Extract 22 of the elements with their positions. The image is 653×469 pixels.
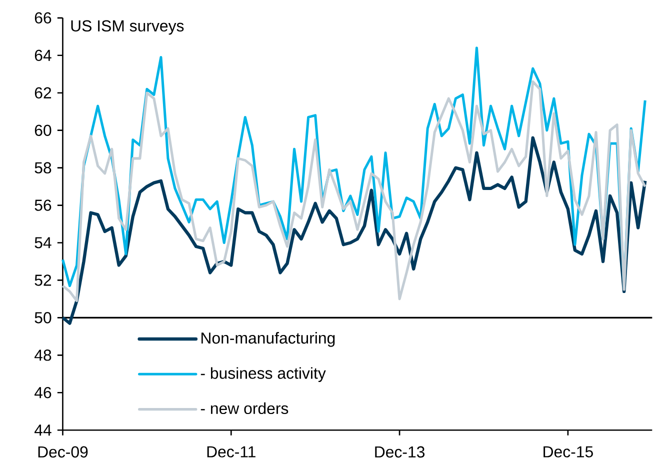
y-tick-label: 60	[34, 124, 52, 136]
legend-label: - business activity	[200, 367, 326, 382]
y-tick-label: 64	[34, 50, 52, 62]
y-tick-label: 52	[34, 274, 52, 286]
line-series	[61, 136, 647, 325]
chart-title: US ISM surveys	[71, 20, 184, 35]
legend-label: - new orders	[200, 402, 288, 414]
y-tick-label: 54	[34, 237, 52, 248]
y-tick-label: 48	[34, 350, 52, 361]
y-tick-label: 50	[34, 312, 52, 324]
x-tick-label: Dec-09	[38, 446, 88, 458]
x-tick-label: Dec-11	[207, 446, 256, 458]
y-tick-label: 44	[34, 424, 52, 436]
y-tick-label: 62	[34, 87, 52, 99]
y-tick-label: 58	[34, 162, 52, 174]
legend-label: Non-manufacturing	[202, 332, 335, 347]
x-tick-label: Dec-15	[544, 446, 593, 458]
y-tick-label: 56	[34, 200, 52, 211]
line-series	[61, 80, 646, 302]
y-tick-label: 66	[34, 12, 52, 24]
x-tick-label: Dec-13	[375, 446, 425, 458]
y-tick-label: 46	[34, 387, 52, 398]
